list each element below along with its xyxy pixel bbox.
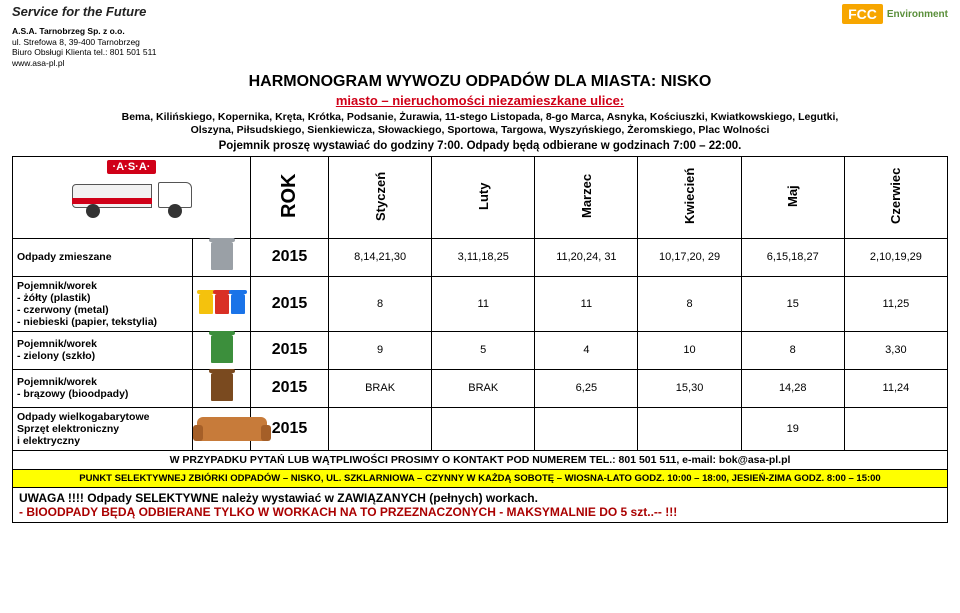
cell-value	[535, 407, 638, 450]
col-month-2: Marzec	[535, 156, 638, 238]
addr-line1: ul. Strefowa 8, 39-400 Tarnobrzeg	[12, 37, 948, 48]
cell-value: 11	[432, 276, 535, 331]
row-label: Pojemnik/worek- brązowy (bioodpady)	[13, 369, 193, 407]
cell-value	[432, 407, 535, 450]
col-month-4: Maj	[741, 156, 844, 238]
cell-value: 14,28	[741, 369, 844, 407]
row-icon	[193, 407, 251, 450]
col-month-0: Styczeń	[329, 156, 432, 238]
col-month-5: Czerwiec	[844, 156, 947, 238]
header: Service for the Future FCC Environment	[0, 0, 960, 26]
slogan: Service for the Future	[12, 4, 146, 19]
cell-value: 2,10,19,29	[844, 238, 947, 276]
cell-value: 11,20,24, 31	[535, 238, 638, 276]
row-label: Pojemnik/worek- zielony (szkło)	[13, 331, 193, 369]
table-row: Pojemnik/worek- zielony (szkło) 201595410…	[13, 331, 948, 369]
truck-icon-cell: ·A·S·A·	[13, 156, 251, 238]
cell-value	[329, 407, 432, 450]
cell-value: BRAK	[432, 369, 535, 407]
row-year: 2015	[251, 369, 329, 407]
footer-uwaga: UWAGA !!!! Odpady SELEKTYWNE należy wyst…	[13, 487, 948, 522]
col-month-3: Kwiecień	[638, 156, 741, 238]
subtitle: miasto – nieruchomości niezamieszkane ul…	[0, 93, 960, 108]
streets-line2: Olszyna, Piłsudskiego, Sienkiewicza, Sło…	[191, 124, 770, 136]
addr-line2: Biuro Obsługi Klienta tel.: 801 501 511	[12, 47, 948, 58]
footer-pszok-row: PUNKT SELEKTYWNEJ ZBIÓRKI ODPADÓW – NISK…	[13, 469, 948, 487]
cell-value: 3,30	[844, 331, 947, 369]
company-name: A.S.A. Tarnobrzeg Sp. z o.o.	[12, 26, 948, 37]
row-icon	[193, 276, 251, 331]
cell-value: 6,15,18,27	[741, 238, 844, 276]
row-year: 2015	[251, 276, 329, 331]
row-icon	[193, 331, 251, 369]
cell-value: 19	[741, 407, 844, 450]
logo-brand: FCC	[842, 4, 883, 24]
main-title: HARMONOGRAM WYWOZU ODPADÓW DLA MIASTA: N…	[0, 73, 960, 91]
cell-value: 11,25	[844, 276, 947, 331]
company-address: A.S.A. Tarnobrzeg Sp. z o.o. ul. Strefow…	[0, 26, 960, 69]
cell-value: 10	[638, 331, 741, 369]
cell-value: 9	[329, 331, 432, 369]
cell-value: 5	[432, 331, 535, 369]
table-row: Pojemnik/worek- żółty (plastik)- czerwon…	[13, 276, 948, 331]
truck-icon	[72, 178, 192, 218]
cell-value: 8	[741, 331, 844, 369]
streets-line1: Bema, Kilińskiego, Kopernika, Kręta, Kró…	[122, 111, 839, 123]
row-label: Odpady wielkogabarytoweSprzęt elektronic…	[13, 407, 193, 450]
cell-value: 4	[535, 331, 638, 369]
row-year: 2015	[251, 331, 329, 369]
table-row: Odpady zmieszane 20158,14,21,303,11,18,25…	[13, 238, 948, 276]
addr-web: www.asa-pl.pl	[12, 58, 948, 69]
asa-badge: ·A·S·A·	[107, 160, 157, 174]
row-icon	[193, 238, 251, 276]
footer-contact: W PRZYPADKU PYTAŃ LUB WĄTPLIWOŚCI PROSIM…	[13, 450, 948, 469]
cell-value: BRAK	[329, 369, 432, 407]
streets: Bema, Kilińskiego, Kopernika, Kręta, Kró…	[0, 108, 960, 137]
table-row: Pojemnik/worek- brązowy (bioodpady)2015B…	[13, 369, 948, 407]
logo-fcc: FCC Environment	[842, 4, 948, 24]
cell-value: 11	[535, 276, 638, 331]
notice: Pojemnik proszę wystawiać do godziny 7:0…	[0, 140, 960, 152]
table-row: Odpady wielkogabarytoweSprzęt elektronic…	[13, 407, 948, 450]
row-label: Pojemnik/worek- żółty (plastik)- czerwon…	[13, 276, 193, 331]
cell-value: 15,30	[638, 369, 741, 407]
cell-value: 6,25	[535, 369, 638, 407]
row-icon	[193, 369, 251, 407]
footer-contact-row: W PRZYPADKU PYTAŃ LUB WĄTPLIWOŚCI PROSIM…	[13, 450, 948, 469]
col-month-1: Luty	[432, 156, 535, 238]
cell-value: 8	[329, 276, 432, 331]
footer-pszok: PUNKT SELEKTYWNEJ ZBIÓRKI ODPADÓW – NISK…	[13, 469, 948, 487]
header-row: ·A·S·A· ROK Styczeń Luty Marzec Kwiecień…	[13, 156, 948, 238]
row-label: Odpady zmieszane	[13, 238, 193, 276]
cell-value: 8,14,21,30	[329, 238, 432, 276]
cell-value: 11,24	[844, 369, 947, 407]
cell-value: 8	[638, 276, 741, 331]
logo-sub: Environment	[887, 9, 948, 20]
cell-value	[638, 407, 741, 450]
cell-value: 3,11,18,25	[432, 238, 535, 276]
col-rok: ROK	[251, 156, 329, 238]
schedule-table: ·A·S·A· ROK Styczeń Luty Marzec Kwiecień…	[12, 156, 948, 523]
footer-uwaga-row: UWAGA !!!! Odpady SELEKTYWNE należy wyst…	[13, 487, 948, 522]
row-year: 2015	[251, 238, 329, 276]
cell-value: 15	[741, 276, 844, 331]
cell-value	[844, 407, 947, 450]
cell-value: 10,17,20, 29	[638, 238, 741, 276]
